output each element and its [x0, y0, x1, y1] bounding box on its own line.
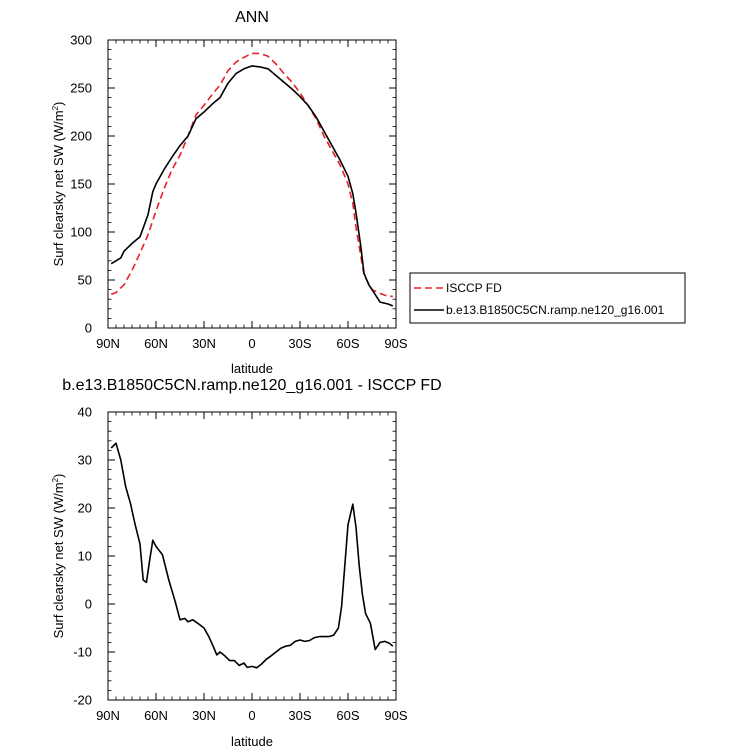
legend-label-isccp: ISCCP FD: [446, 281, 502, 295]
x-tick-label: 30N: [192, 336, 216, 351]
x-tick-label: 90S: [384, 336, 407, 351]
bottom-y-axis-title: Surf clearsky net SW (W/m2): [51, 474, 66, 639]
series-line-model: [110, 65, 394, 307]
y-tick-label: 100: [70, 225, 92, 240]
y-tick-label: 300: [70, 33, 92, 48]
top-series-lines: [110, 52, 394, 307]
top-ticks: 90N 60N 30N 0 30S 60S 90S 0 50 100 150 200 250 300: [70, 33, 408, 352]
y-tick-label: 40: [78, 405, 92, 420]
x-tick-label: 0: [248, 336, 255, 351]
legend-box: [409, 272, 686, 324]
y-tick-label: 200: [70, 129, 92, 144]
top-y-axis-title: Surf clearsky net SW (W/m2): [51, 102, 66, 267]
top-plot-frame: [107, 39, 397, 329]
x-tick-label: 30S: [288, 708, 311, 723]
x-tick-label: 90N: [96, 336, 120, 351]
y-tick-label: 30: [78, 453, 92, 468]
y-tick-label: 0: [85, 321, 92, 336]
y-tick-label: 10: [78, 549, 92, 564]
x-tick-label: 0: [248, 708, 255, 723]
y-tick-label: 0: [85, 597, 92, 612]
series-line-model: [110, 442, 394, 669]
bottom-series-lines: [110, 442, 394, 669]
x-tick-label: 60S: [336, 708, 359, 723]
y-tick-label: -20: [73, 693, 92, 708]
y-tick-label: 250: [70, 81, 92, 96]
y-tick-label: -10: [73, 645, 92, 660]
x-tick-label: 90S: [384, 708, 407, 723]
y-tick-label: 50: [78, 273, 92, 288]
legend-label-model: b.e13.B1850C5CN.ramp.ne120_g16.001: [446, 303, 664, 317]
x-tick-label: 60S: [336, 336, 359, 351]
legend: ISCCP FD b.e13.B1850C5CN.ramp.ne120_g16.…: [409, 272, 686, 324]
series-line-isccp-fd: [110, 52, 393, 298]
bottom-chart-title: b.e13.B1850C5CN.ramp.ne120_g16.001 - ISC…: [62, 377, 441, 394]
x-tick-label: 60N: [144, 336, 168, 351]
bottom-x-axis-title: latitude: [231, 734, 273, 749]
x-tick-label: 60N: [144, 708, 168, 723]
top-x-axis-title: latitude: [231, 361, 273, 376]
bottom-plot-frame: [107, 411, 397, 701]
bottom-panel: b.e13.B1850C5CN.ramp.ne120_g16.001 - ISC…: [51, 377, 442, 749]
y-tick-label: 20: [78, 501, 92, 516]
bottom-ticks: 90N 60N 30N 0 30S 60S 90S -20 -10 0 10 20 30 40: [73, 405, 408, 724]
x-tick-label: 30S: [288, 336, 311, 351]
top-panel: ANN 90N 60N 30N 0 30S 60S 90S 0 50 100 150 200 250 30…: [51, 9, 408, 376]
y-tick-label: 150: [70, 177, 92, 192]
x-tick-label: 30N: [192, 708, 216, 723]
x-tick-label: 90N: [96, 708, 120, 723]
top-chart-title: ANN: [235, 9, 269, 26]
